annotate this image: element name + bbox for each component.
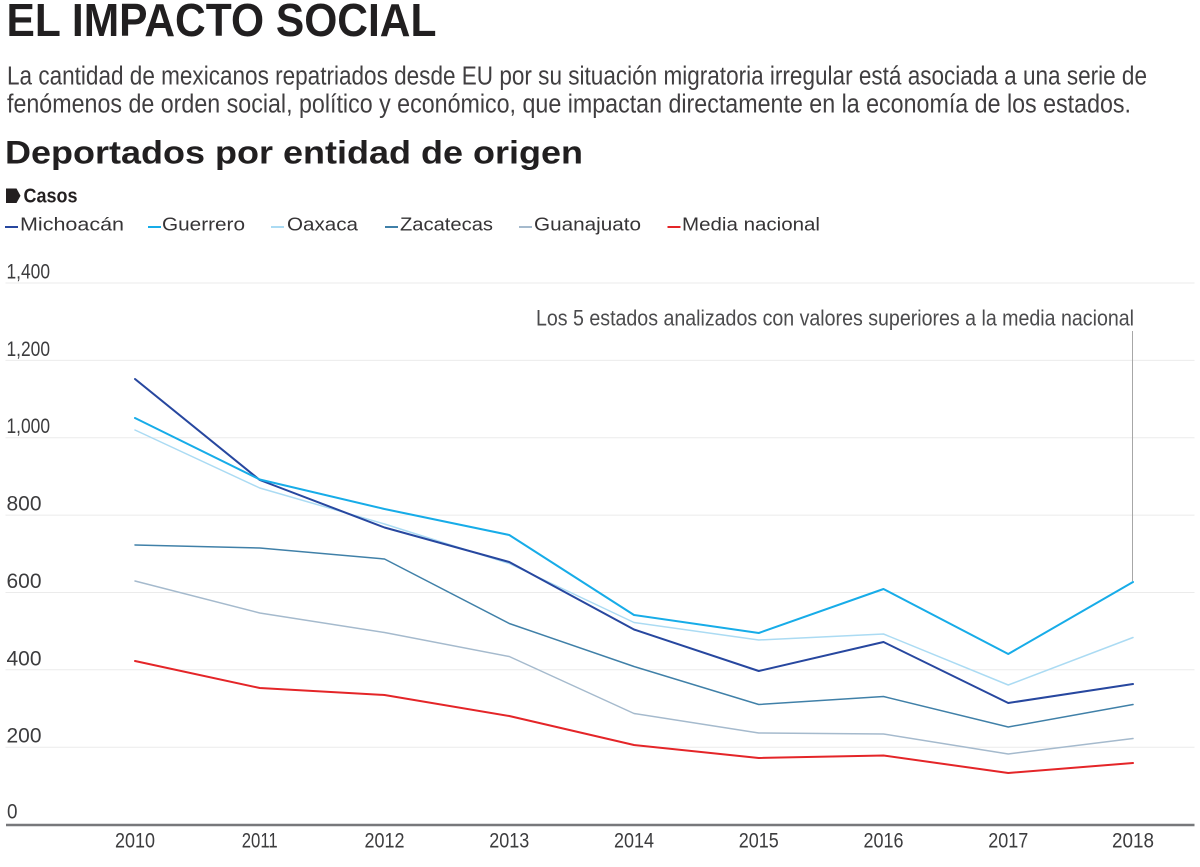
svg-text:400: 400	[7, 647, 42, 670]
svg-text:Guerrero: Guerrero	[162, 214, 245, 235]
svg-text:2012: 2012	[365, 830, 405, 853]
svg-text:Zacatecas: Zacatecas	[400, 214, 493, 235]
svg-text:1,200: 1,200	[7, 338, 51, 361]
svg-text:1,000: 1,000	[7, 415, 51, 438]
svg-text:Casos: Casos	[24, 186, 78, 208]
svg-text:2010: 2010	[115, 830, 155, 853]
svg-text:EL IMPACTO SOCIAL: EL IMPACTO SOCIAL	[7, 0, 437, 46]
svg-text:Michoacán: Michoacán	[20, 214, 124, 235]
svg-text:2015: 2015	[739, 830, 779, 853]
svg-text:fenómenos de orden social, pol: fenómenos de orden social, político y ec…	[7, 91, 1131, 119]
svg-text:200: 200	[7, 725, 42, 748]
svg-text:2016: 2016	[864, 830, 904, 853]
svg-text:2018: 2018	[1112, 830, 1154, 853]
svg-text:2014: 2014	[614, 830, 654, 853]
svg-text:Los 5 estados analizados con v: Los 5 estados analizados con valores sup…	[536, 306, 1134, 331]
svg-text:600: 600	[7, 570, 42, 593]
svg-text:2017: 2017	[988, 830, 1028, 853]
svg-text:Media nacional: Media nacional	[682, 214, 820, 235]
svg-text:Oaxaca: Oaxaca	[287, 214, 359, 235]
svg-text:1,400: 1,400	[7, 261, 51, 284]
svg-text:Guanajuato: Guanajuato	[534, 214, 641, 235]
svg-text:Deportados por entidad de orig: Deportados por entidad de origen	[5, 135, 583, 171]
svg-text:2011: 2011	[242, 830, 278, 853]
svg-text:800: 800	[7, 493, 42, 516]
svg-text:0: 0	[7, 800, 18, 824]
svg-text:2013: 2013	[489, 830, 529, 853]
svg-text:La cantidad de mexicanos repat: La cantidad de mexicanos repatriados des…	[7, 62, 1147, 90]
